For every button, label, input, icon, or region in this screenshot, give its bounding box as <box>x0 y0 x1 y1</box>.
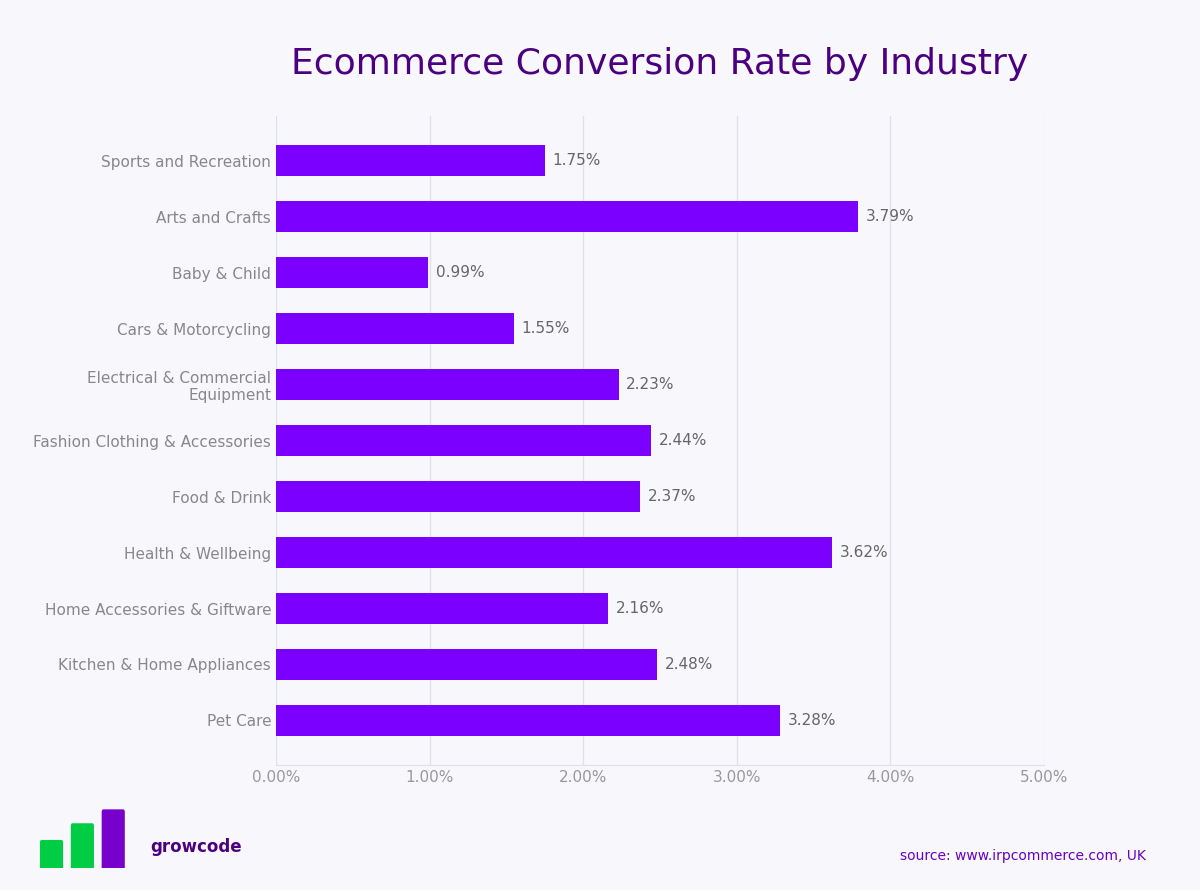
Text: 1.55%: 1.55% <box>522 321 570 336</box>
Text: 2.23%: 2.23% <box>626 377 674 392</box>
Text: 3.62%: 3.62% <box>840 545 888 560</box>
Text: 2.48%: 2.48% <box>665 657 713 672</box>
Bar <box>276 593 607 624</box>
Text: 1.75%: 1.75% <box>552 153 601 168</box>
Text: 0.99%: 0.99% <box>436 265 485 280</box>
Text: 2.44%: 2.44% <box>659 433 707 448</box>
Bar <box>276 538 832 568</box>
Bar <box>276 257 428 288</box>
FancyBboxPatch shape <box>40 840 64 870</box>
Text: 2.16%: 2.16% <box>616 601 664 616</box>
Bar <box>276 705 780 736</box>
Bar <box>276 649 656 680</box>
Bar <box>276 425 650 456</box>
Bar <box>276 201 858 232</box>
Text: 3.79%: 3.79% <box>866 209 914 224</box>
Text: source: www.irpcommerce.com, UK: source: www.irpcommerce.com, UK <box>900 849 1146 863</box>
Text: 2.37%: 2.37% <box>648 489 696 504</box>
Bar <box>276 313 514 344</box>
Bar <box>276 145 545 176</box>
FancyBboxPatch shape <box>102 809 125 870</box>
Bar <box>276 481 640 512</box>
FancyBboxPatch shape <box>71 823 94 870</box>
Bar <box>276 369 618 400</box>
Text: growcode: growcode <box>150 838 241 856</box>
Title: Ecommerce Conversion Rate by Industry: Ecommerce Conversion Rate by Industry <box>292 47 1028 81</box>
Text: 3.28%: 3.28% <box>787 713 836 728</box>
